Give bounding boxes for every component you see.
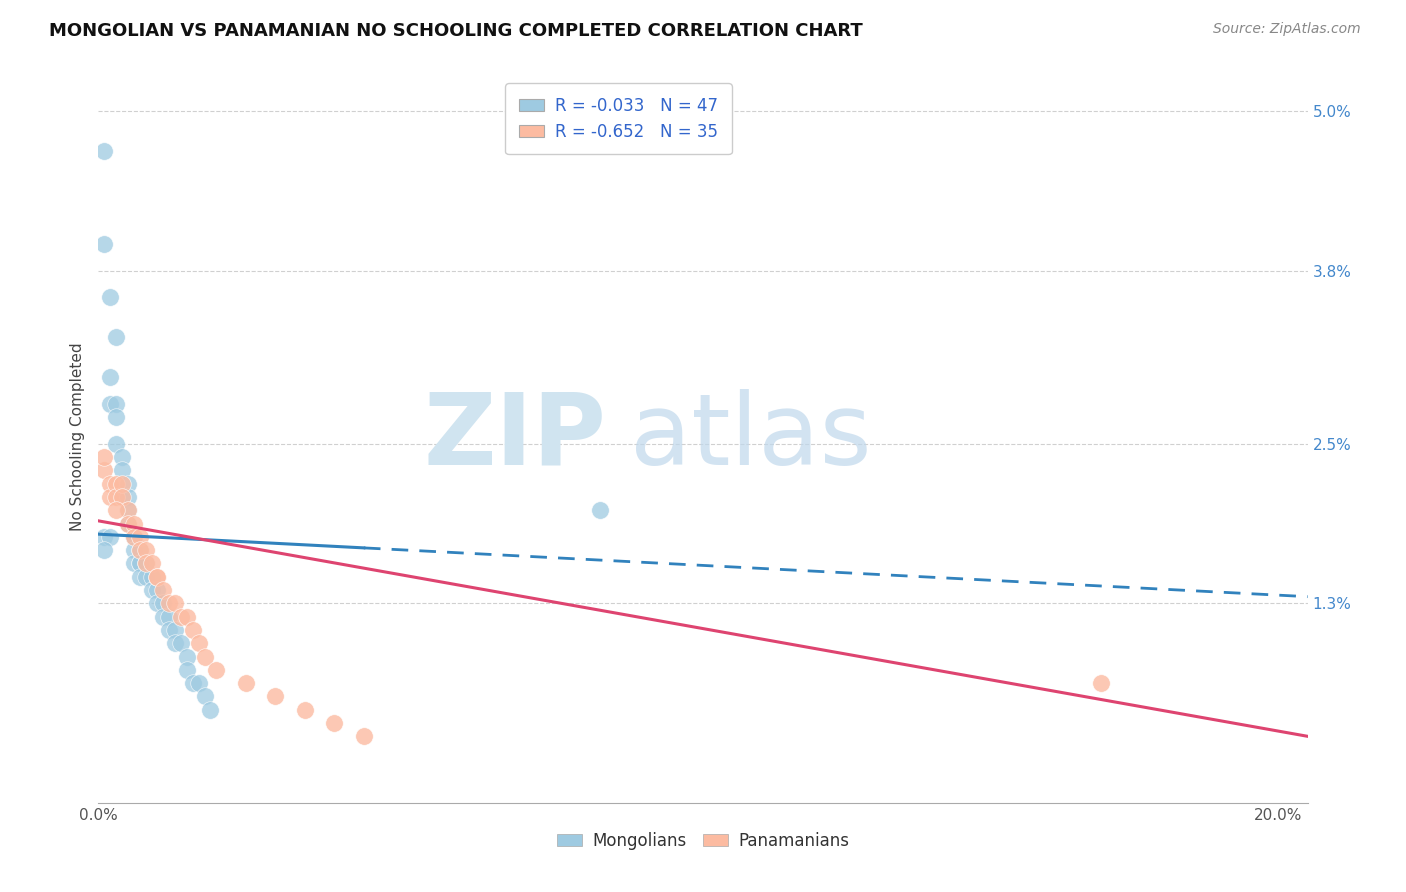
Point bbox=[93, 237, 115, 252]
Point bbox=[98, 397, 121, 411]
Point bbox=[135, 557, 157, 571]
Point bbox=[165, 596, 187, 610]
Point bbox=[111, 450, 134, 464]
Point bbox=[117, 476, 139, 491]
Point bbox=[152, 596, 174, 610]
Point bbox=[141, 582, 163, 597]
Point bbox=[128, 543, 150, 558]
Point bbox=[152, 609, 174, 624]
Point bbox=[165, 636, 187, 650]
Point bbox=[157, 596, 180, 610]
Point bbox=[105, 410, 128, 425]
Point bbox=[117, 516, 139, 531]
Point bbox=[111, 490, 134, 504]
Point bbox=[122, 530, 145, 544]
Point bbox=[146, 596, 169, 610]
Point bbox=[176, 649, 198, 664]
Point bbox=[93, 144, 115, 158]
Point bbox=[152, 582, 174, 597]
Point bbox=[98, 490, 121, 504]
Point bbox=[98, 290, 121, 304]
Text: Source: ZipAtlas.com: Source: ZipAtlas.com bbox=[1213, 22, 1361, 37]
Point bbox=[98, 476, 121, 491]
Point bbox=[111, 476, 134, 491]
Point bbox=[128, 543, 150, 558]
Point bbox=[141, 570, 163, 584]
Point bbox=[128, 557, 150, 571]
Point bbox=[93, 530, 115, 544]
Point bbox=[1090, 676, 1112, 690]
Point bbox=[187, 636, 209, 650]
Point bbox=[105, 436, 128, 450]
Point bbox=[128, 530, 150, 544]
Point bbox=[181, 676, 204, 690]
Text: MONGOLIAN VS PANAMANIAN NO SCHOOLING COMPLETED CORRELATION CHART: MONGOLIAN VS PANAMANIAN NO SCHOOLING COM… bbox=[49, 22, 863, 40]
Point bbox=[176, 609, 198, 624]
Point bbox=[146, 582, 169, 597]
Point bbox=[353, 729, 375, 743]
Point bbox=[105, 330, 128, 344]
Point bbox=[105, 490, 128, 504]
Text: atlas: atlas bbox=[630, 389, 872, 485]
Point bbox=[141, 557, 163, 571]
Point bbox=[157, 623, 180, 637]
Point bbox=[122, 530, 145, 544]
Point bbox=[323, 716, 346, 731]
Point bbox=[105, 397, 128, 411]
Point bbox=[93, 450, 115, 464]
Point bbox=[117, 490, 139, 504]
Point bbox=[117, 503, 139, 517]
Point bbox=[98, 530, 121, 544]
Text: ZIP: ZIP bbox=[423, 389, 606, 485]
Point bbox=[135, 543, 157, 558]
Point bbox=[200, 703, 222, 717]
Point bbox=[135, 570, 157, 584]
Y-axis label: No Schooling Completed: No Schooling Completed bbox=[69, 343, 84, 532]
Point bbox=[122, 530, 145, 544]
Point bbox=[589, 503, 612, 517]
Point bbox=[122, 557, 145, 571]
Point bbox=[105, 503, 128, 517]
Point bbox=[194, 649, 217, 664]
Point bbox=[111, 490, 134, 504]
Point bbox=[187, 676, 209, 690]
Point bbox=[181, 623, 204, 637]
Point bbox=[135, 557, 157, 571]
Legend: Mongolians, Panamanians: Mongolians, Panamanians bbox=[550, 825, 856, 856]
Point bbox=[176, 663, 198, 677]
Point bbox=[205, 663, 228, 677]
Point bbox=[117, 503, 139, 517]
Point bbox=[194, 690, 217, 704]
Point bbox=[170, 636, 193, 650]
Point bbox=[146, 570, 169, 584]
Point bbox=[294, 703, 316, 717]
Point bbox=[146, 570, 169, 584]
Point bbox=[128, 570, 150, 584]
Point bbox=[157, 609, 180, 624]
Point bbox=[235, 676, 257, 690]
Point bbox=[170, 609, 193, 624]
Point bbox=[165, 623, 187, 637]
Point bbox=[93, 543, 115, 558]
Point bbox=[93, 463, 115, 477]
Point bbox=[122, 516, 145, 531]
Point bbox=[122, 543, 145, 558]
Point bbox=[111, 463, 134, 477]
Point bbox=[264, 690, 287, 704]
Point bbox=[105, 476, 128, 491]
Point bbox=[98, 370, 121, 384]
Point bbox=[128, 557, 150, 571]
Point bbox=[117, 516, 139, 531]
